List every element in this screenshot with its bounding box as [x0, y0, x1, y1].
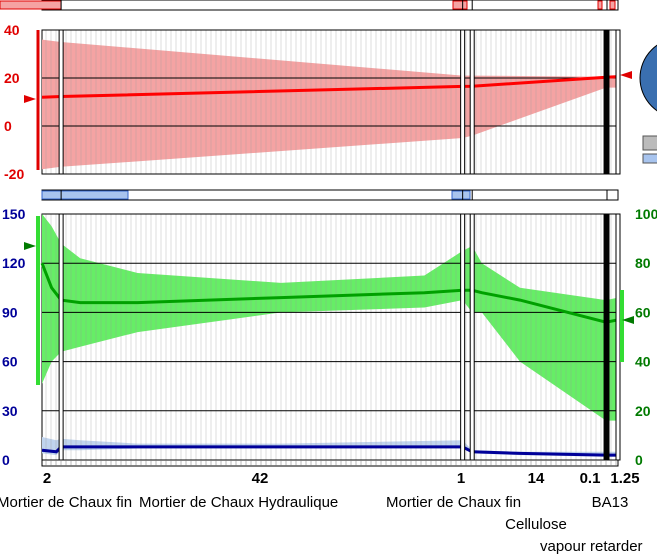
gauge-dial	[639, 44, 657, 112]
layer-material-label: Cellulose	[505, 516, 567, 533]
y-tick-label: 20	[4, 70, 20, 86]
layer-material-label: Mortier de Chaux fin	[0, 494, 132, 511]
layer-boundary	[469, 29, 475, 175]
y-tick-label: -20	[4, 166, 24, 182]
y-tick-label: 90	[2, 304, 18, 320]
layer-thickness-label: 14	[528, 470, 545, 487]
right-marker	[622, 316, 634, 324]
layer-boundary	[460, 29, 466, 175]
layer-boundary	[58, 213, 64, 461]
scroll-thumb[interactable]	[452, 0, 468, 10]
y2-tick-label: 0	[635, 452, 643, 468]
y-tick-label: 60	[2, 354, 18, 370]
y-tick-label: 0	[2, 452, 10, 468]
legend-swatch	[642, 153, 657, 164]
y2-tick-label: 100	[635, 206, 657, 222]
scroll-track[interactable]	[41, 0, 619, 11]
layer-thickness-label: 1	[457, 470, 465, 487]
temperature-chart: 40 20 0 -20	[4, 22, 621, 182]
layer-boundary	[604, 214, 610, 460]
scroll-thumb[interactable]	[609, 0, 616, 10]
layer-strip	[41, 459, 619, 467]
y2-tick-label: 40	[635, 354, 651, 370]
y-tick-label: 120	[2, 255, 26, 271]
layer-boundary	[58, 29, 64, 175]
side-widgets	[620, 44, 657, 164]
y-tick-label: 30	[2, 403, 18, 419]
layer-thickness-label: 2	[43, 470, 51, 487]
scroll-thumb[interactable]	[597, 0, 603, 10]
legend-swatch	[642, 135, 657, 151]
layer-thickness-label: 1.25	[610, 470, 639, 487]
timeline-scrollbars[interactable]	[0, 0, 619, 201]
layer-boundary	[469, 213, 475, 461]
scroll-thumb[interactable]	[451, 190, 471, 200]
y-tick-label: 150	[2, 206, 26, 222]
y-tick-label: 0	[4, 118, 12, 134]
right-marker	[620, 71, 632, 79]
layer-boundary	[460, 213, 466, 461]
layer-thickness-label: 42	[252, 470, 269, 487]
humidity-chart: 0 30 60 90 120 150 0 20 40 60 80 100	[2, 206, 657, 468]
layer-boundary	[615, 213, 621, 461]
layer-material-label: vapour retarder	[540, 538, 643, 555]
scroll-thumb[interactable]	[0, 0, 62, 10]
layer-material-label: Mortier de Chaux Hydraulique	[139, 494, 338, 511]
layer-material-label: BA13	[592, 494, 629, 511]
layer-boundary	[604, 30, 610, 174]
y2-tick-label: 80	[635, 255, 651, 271]
layer-material-label: Mortier de Chaux fin	[386, 494, 521, 511]
layer-axis: 2 Mortier de Chaux fin 42 Mortier de Chaux …	[0, 459, 643, 555]
layer-boundary	[615, 29, 621, 175]
scroll-thumb[interactable]	[41, 190, 129, 200]
y-tick-label: 40	[4, 22, 20, 38]
left-marker	[24, 95, 36, 103]
left-marker	[24, 242, 36, 250]
y2-tick-label: 20	[635, 403, 651, 419]
y2-tick-label: 60	[635, 304, 651, 320]
layer-thickness-label: 0.1	[580, 470, 601, 487]
